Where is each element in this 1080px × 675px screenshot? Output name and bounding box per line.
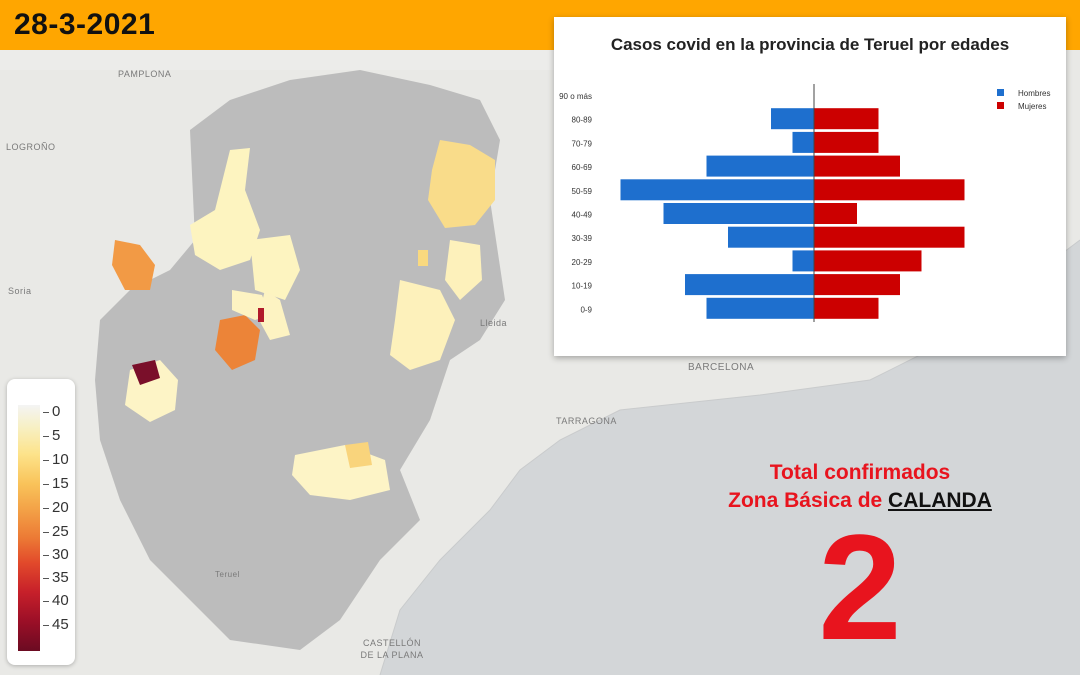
category-label: 70-79 — [572, 139, 593, 148]
bar-mujeres — [814, 250, 922, 272]
legend-tick: 0 — [43, 403, 60, 420]
bar-mujeres — [814, 226, 965, 248]
category-label: 90 o más — [559, 92, 592, 101]
legend-label: Mujeres — [1018, 102, 1046, 111]
bar-mujeres — [814, 131, 879, 153]
bar-hombres — [792, 131, 814, 153]
date-label: 28-3-2021 — [14, 8, 156, 41]
zone-label: Zona Básica de CALANDA — [690, 489, 1030, 513]
map-label-castellon: CASTELLÓN DE LA PLANA — [360, 638, 424, 660]
bar-hombres — [663, 203, 814, 224]
category-label: 50-59 — [572, 187, 593, 196]
bar-mujeres — [814, 297, 879, 319]
bar-hombres — [728, 226, 814, 248]
bar-mujeres — [814, 203, 857, 224]
category-label: 40-49 — [572, 211, 593, 220]
age-pyramid-panel: Casos covid en la provincia de Teruel po… — [554, 17, 1066, 356]
map-label-logrono: LOGROÑO — [6, 142, 56, 152]
legend-tick: 5 — [43, 427, 60, 444]
bar-mujeres — [814, 274, 900, 296]
legend-tick: 45 — [43, 616, 69, 633]
legend-color-scale — [18, 405, 40, 651]
bar-hombres — [706, 297, 814, 319]
bar-hombres — [685, 274, 814, 296]
total-label: Total confirmados — [769, 461, 951, 484]
legend-label: Hombres — [1018, 89, 1050, 98]
legend-tick: 30 — [43, 546, 69, 563]
bar-hombres — [620, 179, 814, 201]
bar-hombres — [792, 250, 814, 272]
color-legend: 0 5 10 15 20 25 30 35 40 45 — [7, 379, 75, 665]
bar-mujeres — [814, 179, 965, 201]
legend-tick: 10 — [43, 451, 69, 468]
bar-mujeres — [814, 155, 900, 177]
category-label: 10-19 — [572, 282, 593, 291]
category-label: 20-29 — [572, 258, 593, 267]
map-label-tarragona: TARRAGONA — [556, 416, 617, 426]
bar-hombres — [706, 155, 814, 177]
zone-prefix: Zona Básica de — [728, 489, 889, 512]
category-label: 30-39 — [572, 234, 593, 243]
map-label-soria: Soria — [8, 286, 32, 296]
total-value: 2 — [818, 503, 902, 671]
legend-tick: 25 — [43, 523, 69, 540]
zone-name: CALANDA — [888, 489, 992, 512]
legend-swatch — [997, 89, 1004, 96]
age-pyramid-chart: 90 o más 80-89 70-79 60-69 50-59 40-49 30-39 20… — [559, 84, 1050, 322]
bar-hombres — [771, 108, 814, 130]
bar-mujeres — [814, 108, 879, 130]
legend-tick: 20 — [43, 499, 69, 516]
chart-title: Casos covid en la provincia de Teruel po… — [610, 35, 1010, 54]
map-label-pamplona: PAMPLONA — [118, 69, 172, 79]
legend-tick: 15 — [43, 475, 69, 492]
map-label-teruel: Teruel — [215, 570, 240, 579]
map-label-lleida: Lleida — [480, 318, 508, 328]
category-label: 0-9 — [580, 305, 592, 314]
legend-tick: 35 — [43, 569, 69, 586]
legend-swatch — [997, 102, 1004, 109]
category-label: 80-89 — [572, 116, 593, 125]
category-label: 60-69 — [572, 163, 593, 172]
legend-tick: 40 — [43, 592, 69, 609]
map-label-barcelona: BARCELONA — [688, 362, 755, 373]
